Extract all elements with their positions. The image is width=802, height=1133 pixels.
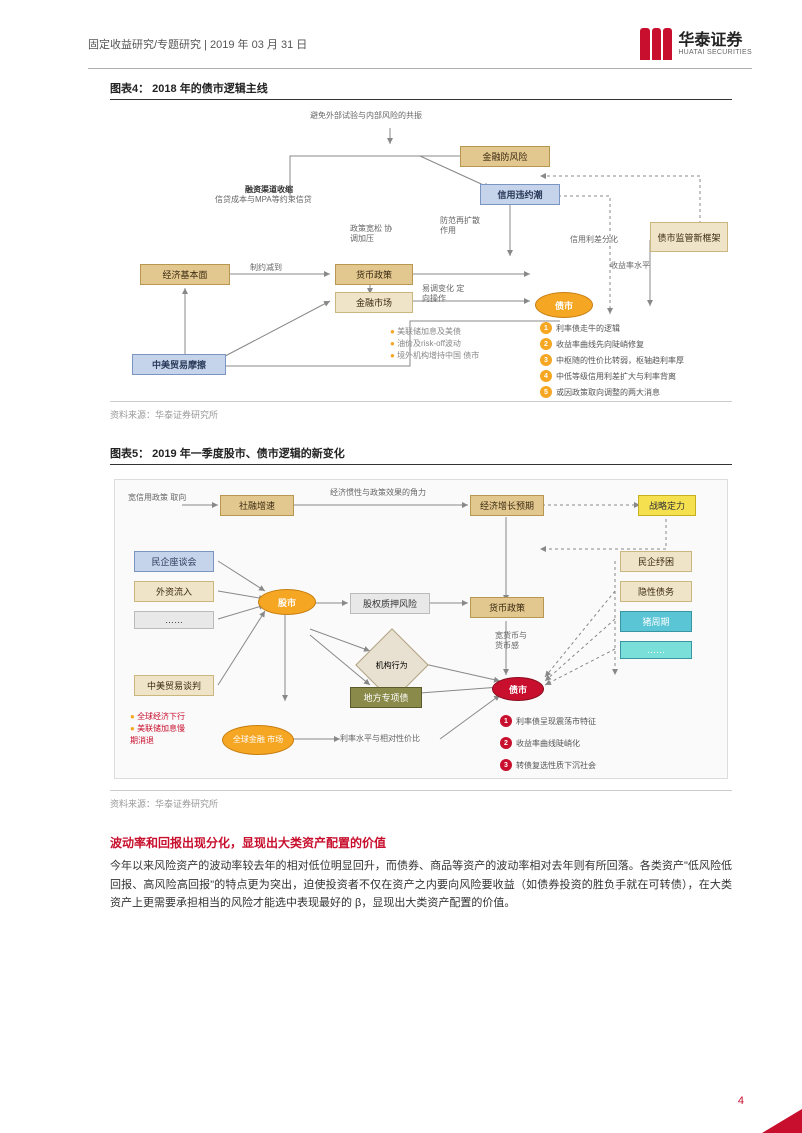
fig5-bullets: 全球经济下行 美联储加息慢 期消退 — [130, 711, 185, 747]
section-body: 今年以来风险资产的波动率较去年的相对低位明显回升，而债券、商品等资产的波动率相对… — [110, 857, 732, 913]
node-credit-default: 信用违约潮 — [480, 184, 560, 205]
node-monetary2: 货币政策 — [470, 597, 544, 618]
node-pig-cycle: 猪周期 — [620, 611, 692, 632]
label-sub4: 信用利差分化 — [570, 234, 618, 245]
label-sub2: 政策宽松 协调加压 — [350, 224, 400, 243]
num-item: 3转债复选性质下沉社会 — [500, 759, 596, 771]
node-global-fin: 全球金融 市场 — [222, 725, 294, 755]
node-private-relief: 民企纾困 — [620, 551, 692, 572]
node-foreign-in: 外资流入 — [134, 581, 214, 602]
num-item: 3中枢随的性价比转弱，枢轴趋利率厚 — [540, 354, 684, 366]
node-fin-market: 金融市场 — [335, 292, 413, 313]
node-ellipsis2: …… — [620, 641, 692, 659]
node-bond2: 债市 — [492, 677, 544, 701]
label-sub6: 易调变化 定向操作 — [422, 284, 472, 303]
num-item: 2收益率曲线陡峭化 — [500, 737, 580, 749]
label-avoid: 避免外部试验与内部风险的共振 — [310, 110, 422, 121]
company-logo: 华泰证券 HUATAI SECURITIES — [640, 28, 752, 60]
num-item: 4中低等级信用利差扩大与利率背离 — [540, 370, 676, 382]
node-ellipsis: …… — [134, 611, 214, 629]
bullet-item: 境外机构增持中国 债市 — [390, 350, 479, 362]
logo-cn-text: 华泰证券 — [678, 33, 752, 49]
bullet-item: 全球经济下行 — [130, 711, 185, 723]
num-item: 5或因政策取向调整的两大消息 — [540, 386, 660, 398]
figure4-diagram: 避免外部试验与内部风险的共振 金融防风险 信用违约潮 债市监管新框架 收益率水平… — [110, 106, 732, 402]
node-bond-market: 债市 — [535, 292, 593, 318]
fig4-bullets: 美联储加息及美债 油价及risk-off波动 境外机构增持中国 债市 — [390, 326, 479, 362]
label-econ-momentum: 经济惯性与政策效果的角力 — [330, 487, 426, 498]
label-sub1: 宽货币与 货币感 — [495, 631, 535, 650]
node-monetary: 货币政策 — [335, 264, 413, 285]
num-item: 2收益率曲线先向陡峭修复 — [540, 338, 644, 350]
node-regulation: 债市监管新框架 — [650, 222, 728, 252]
node-pledge-risk: 股权质押风险 — [350, 593, 430, 614]
node-private-meet: 民企座谈会 — [134, 551, 214, 572]
node-finance-risk: 金融防风险 — [460, 146, 550, 167]
breadcrumb: 固定收益研究/专题研究 | 2019 年 03 月 31 日 — [88, 36, 307, 52]
figure5-diagram: 宽信用政策 取向 社融增速 经济惯性与政策效果的角力 经济增长预期 战略定力 民… — [110, 471, 732, 791]
page-number: 4 — [738, 1095, 744, 1107]
node-trade-war: 中美贸易摩擦 — [132, 354, 226, 375]
label-sub3: 防范再扩散 作用 — [440, 216, 490, 235]
label-policy: 宽信用政策 取向 — [128, 493, 188, 503]
node-growth-exp: 经济增长预期 — [470, 495, 544, 516]
figure5-title: 图表5： 2019 年一季度股市、债市逻辑的新变化 — [110, 445, 732, 465]
node-local-bond: 地方专项债 — [350, 687, 422, 708]
figure4-source: 资料来源：华泰证券研究所 — [110, 408, 732, 421]
bullet-item: 美联储加息慢 期消退 — [130, 723, 185, 747]
page-header: 固定收益研究/专题研究 | 2019 年 03 月 31 日 华泰证券 HUAT… — [88, 28, 752, 69]
node-hidden-debt: 隐性债务 — [620, 581, 692, 602]
footer-triangle-icon — [762, 1109, 802, 1133]
label-yield: 收益率水平 — [610, 260, 650, 271]
node-stock-market: 股市 — [258, 589, 316, 615]
num-item: 1利率债呈现震荡市特征 — [500, 715, 596, 727]
node-social-fin: 社融增速 — [220, 495, 294, 516]
node-trade-dividend: 中美贸易谈判 — [134, 675, 214, 696]
figure5-source: 资料来源：华泰证券研究所 — [110, 797, 732, 810]
node-strategy: 战略定力 — [638, 495, 696, 516]
label-sub5: 制约减到 — [250, 262, 282, 273]
num-item: 1利率债走牛的逻辑 — [540, 322, 620, 334]
logo-en-text: HUATAI SECURITIES — [678, 49, 752, 56]
bullet-item: 美联储加息及美债 — [390, 326, 479, 338]
logo-icon — [640, 28, 672, 60]
label-rate-parity: 利率水平与相对性价比 — [340, 733, 420, 744]
figure4-title: 图表4： 2018 年的债市逻辑主线 — [110, 80, 732, 100]
label-sub1b: 信贷成本与MPA等约束信贷 — [215, 194, 312, 205]
node-econ-fund: 经济基本面 — [140, 264, 230, 285]
bullet-item: 油价及risk-off波动 — [390, 338, 479, 350]
section-title: 波动率和回报出现分化，显现出大类资产配置的价值 — [110, 834, 732, 851]
